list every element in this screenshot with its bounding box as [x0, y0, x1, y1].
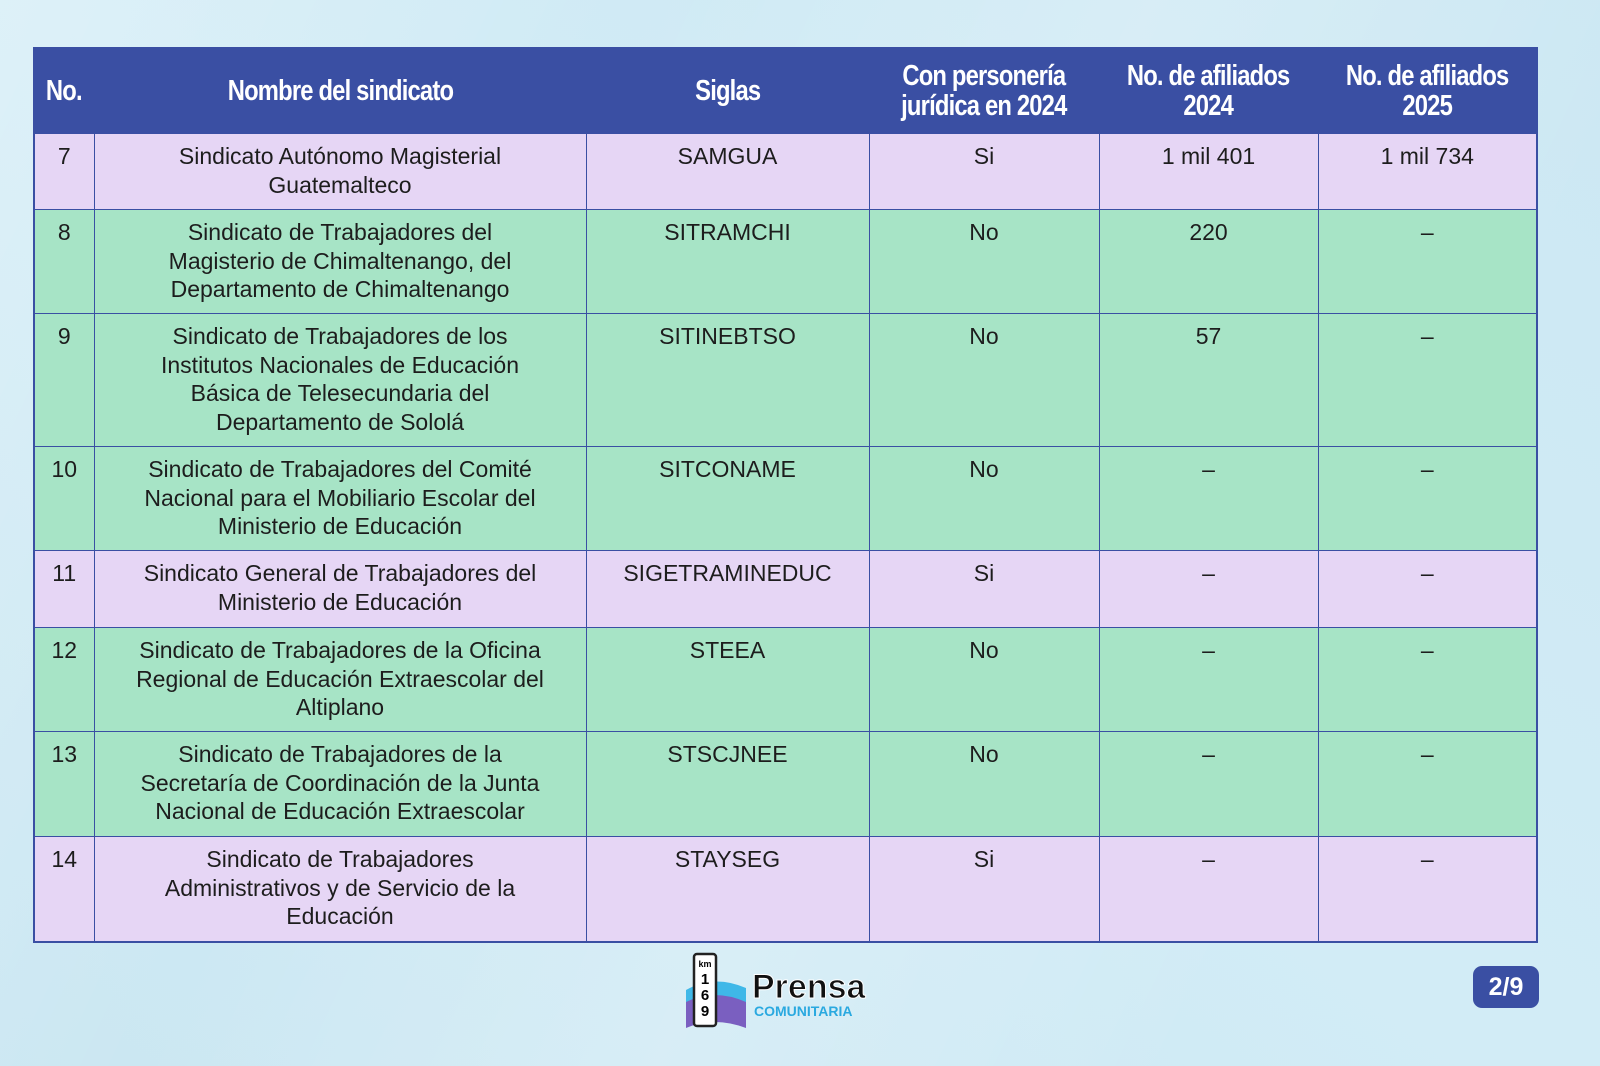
cell-afiliados-2024: 1 mil 401	[1098, 133, 1319, 210]
cell-no: 10	[33, 446, 95, 551]
cell-siglas: SITRAMCHI	[585, 209, 870, 314]
cell-afiliados-2025: –	[1317, 731, 1538, 837]
cell-no: 13	[33, 731, 95, 837]
cell-afiliados-2025: –	[1317, 550, 1538, 628]
header-row: No. Nombre del sindicato Siglas Con pers…	[33, 47, 1538, 134]
cell-afiliados-2025: 1 mil 734	[1317, 133, 1538, 210]
cell-siglas: SIGETRAMINEDUC	[585, 550, 870, 628]
page-indicator: 2/9	[1473, 966, 1539, 1008]
cell-siglas: STEEA	[585, 627, 870, 732]
cell-afiliados-2024: –	[1098, 446, 1319, 551]
cell-personeria: No	[868, 627, 1100, 732]
cell-afiliados-2025: –	[1317, 836, 1538, 942]
logo-subtext: COMUNITARIA	[754, 1003, 853, 1019]
prensa-comunitaria-logo: km 1 6 9 Prensa COMUNITARIA	[686, 952, 867, 1028]
cell-afiliados-2024: 220	[1098, 209, 1319, 314]
cell-nombre: Sindicato de Trabajadores Administrativo…	[93, 836, 587, 942]
logo-km: km	[698, 959, 711, 969]
cell-personeria: No	[868, 731, 1100, 837]
cell-siglas: SITINEBTSO	[585, 313, 870, 447]
cell-no: 9	[33, 313, 95, 447]
cell-siglas: SAMGUA	[585, 133, 870, 210]
table-row: 10 Sindicato de Trabajadores del Comité N…	[33, 446, 1538, 551]
cell-afiliados-2024: 57	[1098, 313, 1319, 447]
table-row: 13 Sindicato de Trabajadores de la Secret…	[33, 731, 1538, 837]
cell-nombre: Sindicato de Trabajadores de la Oficina …	[93, 627, 587, 732]
cell-no: 14	[33, 836, 95, 942]
cell-siglas: STSCJNEE	[585, 731, 870, 837]
cell-no: 8	[33, 209, 95, 314]
header-afiliados-2024: No. de afiliados 2024	[1098, 47, 1319, 134]
cell-nombre: Sindicato de Trabajadores de la Secretar…	[93, 731, 587, 837]
sindicatos-table: No. Nombre del sindicato Siglas Con pers…	[33, 47, 1538, 943]
cell-personeria: Si	[868, 133, 1100, 210]
table-row: 9 Sindicato de Trabajadores de los Instit…	[33, 313, 1538, 447]
cell-nombre: Sindicato de Trabajadores de los Institu…	[93, 313, 587, 447]
table-row: 12 Sindicato de Trabajadores de la Oficin…	[33, 627, 1538, 732]
logo-text: Prensa	[752, 968, 866, 1006]
header-afiliados-2025: No. de afiliados 2025	[1317, 47, 1538, 134]
header-siglas: Siglas	[585, 47, 870, 134]
cell-personeria: No	[868, 446, 1100, 551]
header-nombre: Nombre del sindicato	[93, 47, 587, 134]
cell-afiliados-2025: –	[1317, 627, 1538, 732]
svg-text:1: 1	[701, 971, 709, 988]
table-row: 7 Sindicato Autónomo Magisterial Guatemal…	[33, 133, 1538, 210]
cell-afiliados-2024: –	[1098, 550, 1319, 628]
cell-no: 7	[33, 133, 95, 210]
table-row: 8 Sindicato de Trabajadores del Magisteri…	[33, 209, 1538, 314]
cell-no: 12	[33, 627, 95, 732]
cell-afiliados-2025: –	[1317, 446, 1538, 551]
cell-personeria: Si	[868, 550, 1100, 628]
cell-afiliados-2024: –	[1098, 836, 1319, 942]
cell-nombre: Sindicato de Trabajadores del Magisterio…	[93, 209, 587, 314]
cell-afiliados-2025: –	[1317, 313, 1538, 447]
svg-text:6: 6	[701, 987, 709, 1004]
cell-personeria: No	[868, 313, 1100, 447]
cell-personeria: Si	[868, 836, 1100, 942]
cell-siglas: STAYSEG	[585, 836, 870, 942]
header-no: No.	[33, 47, 95, 134]
cell-afiliados-2024: –	[1098, 731, 1319, 837]
cell-nombre: Sindicato de Trabajadores del Comité Nac…	[93, 446, 587, 551]
svg-text:9: 9	[701, 1003, 709, 1020]
cell-nombre: Sindicato Autónomo Magisterial Guatemalt…	[93, 133, 587, 210]
table-row: 11 Sindicato General de Trabajadores del …	[33, 550, 1538, 628]
table-row: 14 Sindicato de Trabajadores Administrati…	[33, 836, 1538, 942]
cell-siglas: SITCONAME	[585, 446, 870, 551]
cell-afiliados-2024: –	[1098, 627, 1319, 732]
cell-afiliados-2025: –	[1317, 209, 1538, 314]
cell-no: 11	[33, 550, 95, 628]
cell-personeria: No	[868, 209, 1100, 314]
header-personeria: Con personería jurídica en 2024	[868, 47, 1100, 134]
cell-nombre: Sindicato General de Trabajadores del Mi…	[93, 550, 587, 628]
